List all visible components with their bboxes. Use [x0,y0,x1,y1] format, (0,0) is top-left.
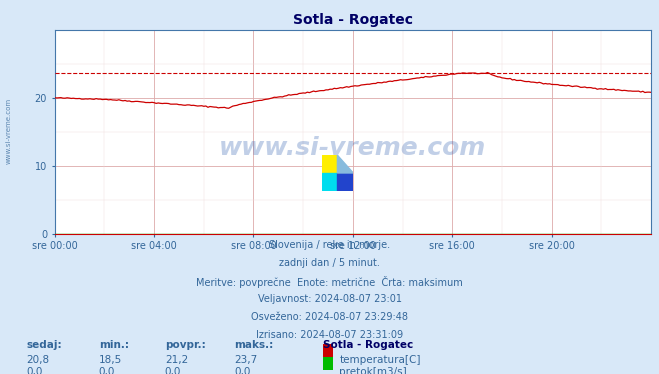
Bar [322,155,337,173]
Text: Osveženo: 2024-08-07 23:29:48: Osveženo: 2024-08-07 23:29:48 [251,312,408,322]
Text: 23,7: 23,7 [234,355,257,365]
Text: 0,0: 0,0 [165,367,181,374]
Text: min.:: min.: [99,340,129,350]
Text: Slovenija / reke in morje.: Slovenija / reke in morje. [269,240,390,250]
Text: 0,0: 0,0 [26,367,43,374]
Bar [337,173,353,191]
Polygon shape [337,155,353,173]
Text: temperatura[C]: temperatura[C] [339,355,421,365]
Text: 18,5: 18,5 [99,355,122,365]
Text: Sotla - Rogatec: Sotla - Rogatec [323,340,413,350]
Text: 21,2: 21,2 [165,355,188,365]
Text: 0,0: 0,0 [234,367,250,374]
Text: 0,0: 0,0 [99,367,115,374]
Text: povpr.:: povpr.: [165,340,206,350]
Text: zadnji dan / 5 minut.: zadnji dan / 5 minut. [279,258,380,268]
Text: maks.:: maks.: [234,340,273,350]
Title: Sotla - Rogatec: Sotla - Rogatec [293,13,413,27]
Text: www.si-vreme.com: www.si-vreme.com [219,136,486,160]
Bar [322,173,337,191]
Text: Veljavnost: 2024-08-07 23:01: Veljavnost: 2024-08-07 23:01 [258,294,401,304]
Text: sedaj:: sedaj: [26,340,62,350]
Text: pretok[m3/s]: pretok[m3/s] [339,367,407,374]
Text: Izrisano: 2024-08-07 23:31:09: Izrisano: 2024-08-07 23:31:09 [256,330,403,340]
Text: Meritve: povprečne  Enote: metrične  Črta: maksimum: Meritve: povprečne Enote: metrične Črta:… [196,276,463,288]
Text: www.si-vreme.com: www.si-vreme.com [5,98,11,164]
Text: 20,8: 20,8 [26,355,49,365]
